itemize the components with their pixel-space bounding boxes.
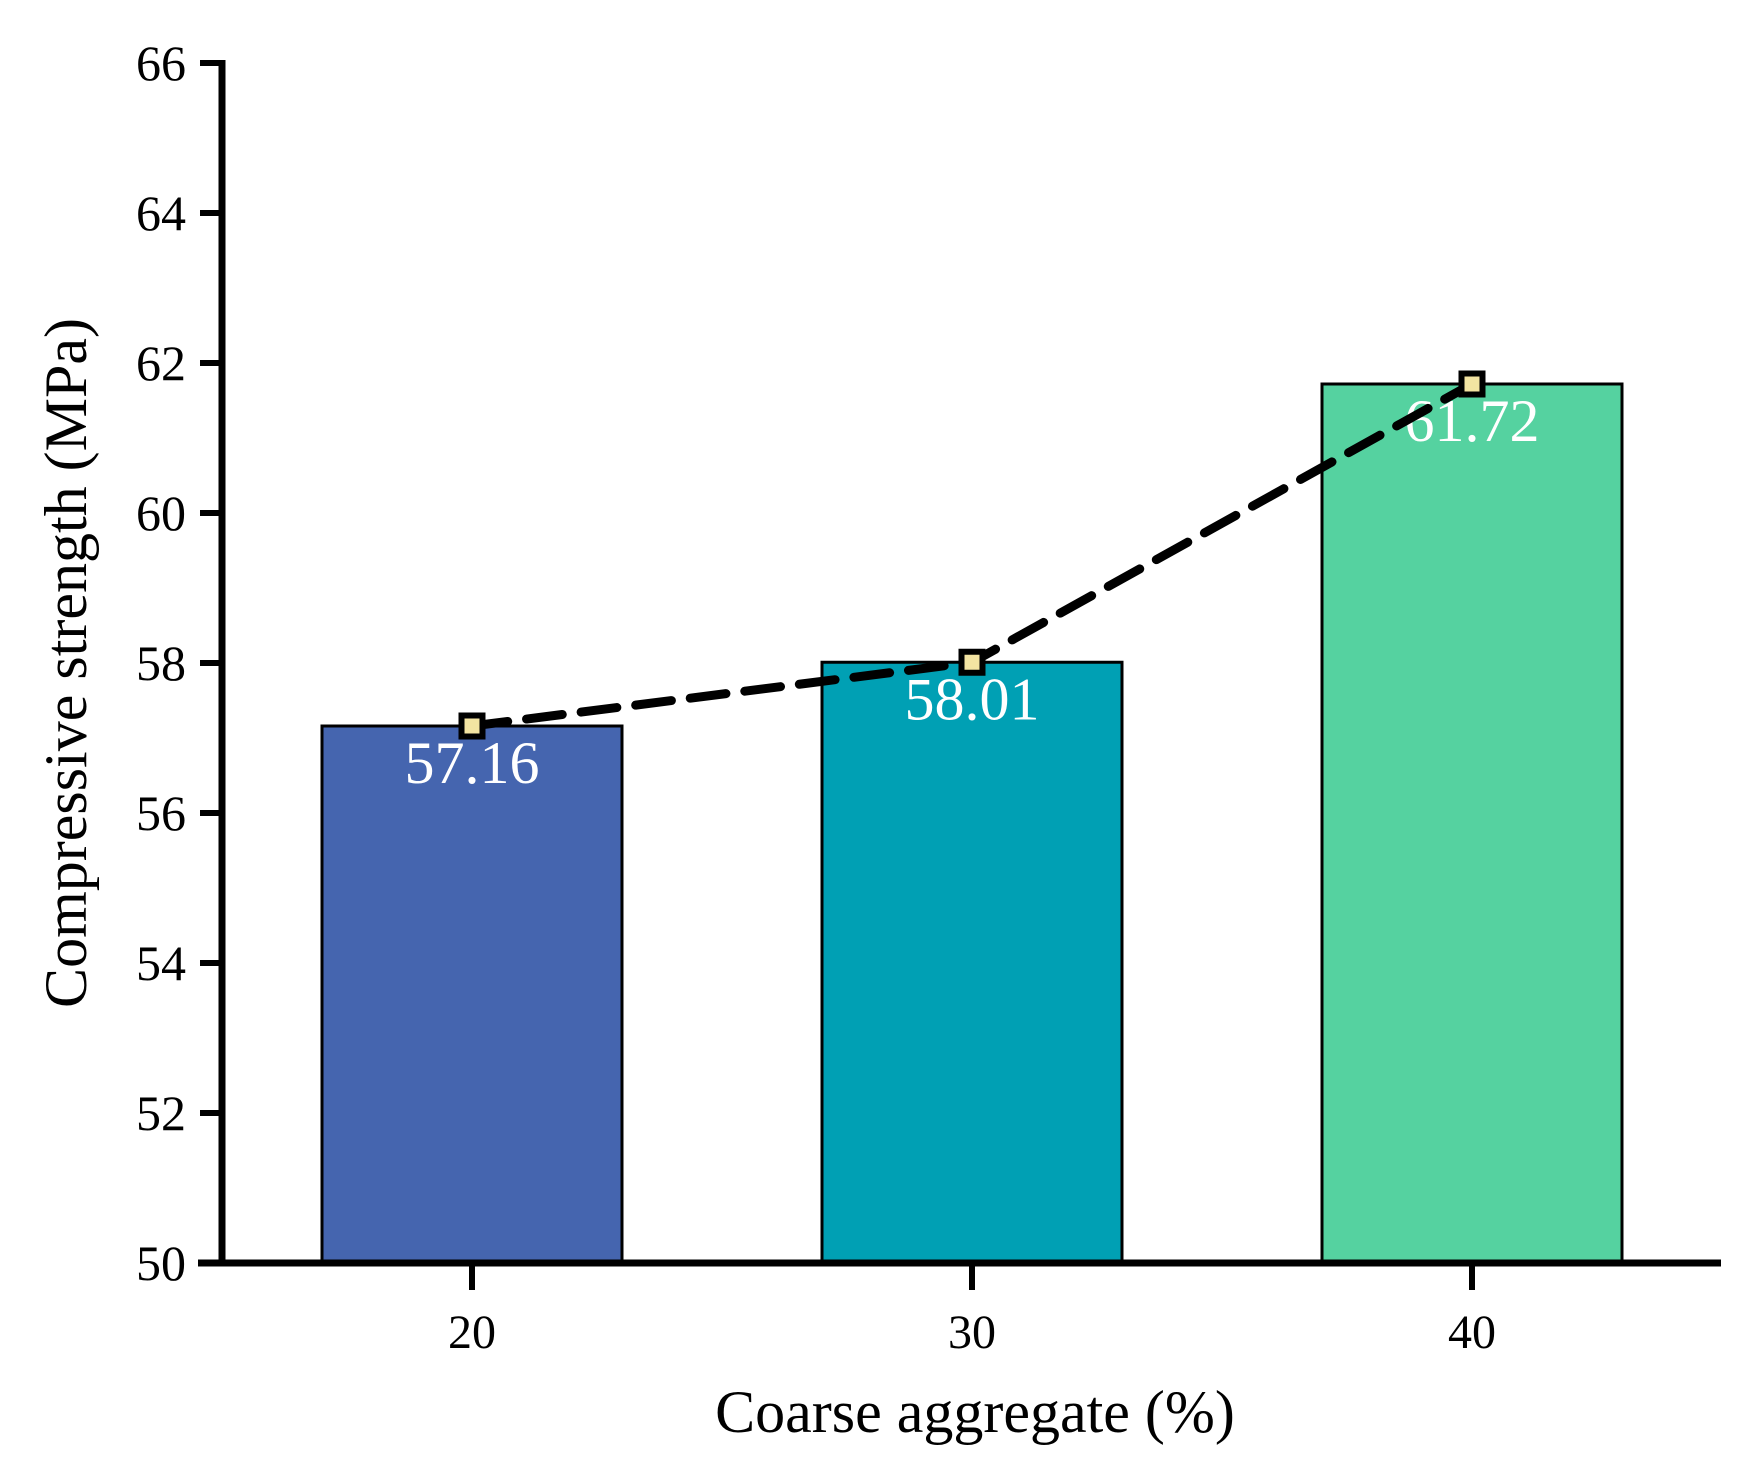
bar-value-label: 61.72 <box>1405 388 1540 454</box>
square-marker <box>958 648 986 676</box>
bar-20 <box>320 724 624 1265</box>
y-tick-label: 54 <box>136 935 186 991</box>
bar-value-label: 58.01 <box>905 666 1040 732</box>
bars-layer: 57.16 58.01 61.72 <box>320 382 1624 1265</box>
y-tick-label: 58 <box>136 635 186 691</box>
y-tick-label: 50 <box>136 1235 186 1291</box>
square-marker <box>458 712 486 740</box>
x-tick-label: 20 <box>448 1306 496 1359</box>
y-tick-label: 62 <box>136 335 186 391</box>
y-tick-label: 64 <box>136 185 186 241</box>
x-axis-title: Coarse aggregate (%) <box>715 1379 1235 1445</box>
x-tick-label: 30 <box>948 1306 996 1359</box>
trend-line-layer <box>458 370 1486 740</box>
tick-labels-layer: 50 52 54 56 58 60 62 64 66 20 30 40 <box>136 35 1496 1359</box>
x-tick-label: 40 <box>1448 1306 1496 1359</box>
y-tick-label: 52 <box>136 1085 186 1141</box>
ticks-layer <box>200 60 1475 1290</box>
y-tick-label: 66 <box>136 35 186 91</box>
y-tick-label: 56 <box>136 785 186 841</box>
y-tick-label: 60 <box>136 485 186 541</box>
square-marker <box>1458 370 1486 398</box>
bar-value-label: 57.16 <box>405 730 540 796</box>
bar-40 <box>1320 382 1624 1265</box>
bar-30 <box>820 660 1124 1265</box>
y-axis-title: Compressive strength (MPa) <box>33 318 99 1008</box>
